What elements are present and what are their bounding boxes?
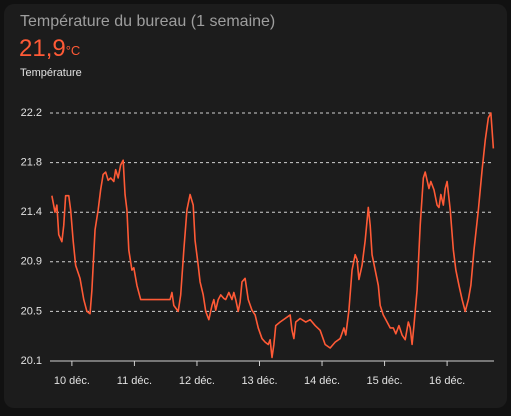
x-tick-label: 16 déc. — [429, 375, 465, 387]
series-line — [51, 112, 495, 359]
x-tick-label: 11 déc. — [117, 375, 152, 387]
y-tick-label: 20.5 — [21, 305, 42, 317]
card-title: Température du bureau (1 semaine) — [20, 13, 275, 30]
y-tick-label: 22.2 — [21, 107, 42, 119]
x-tick-label: 12 déc. — [179, 375, 215, 387]
current-value: 21,9°C — [19, 35, 80, 62]
y-tick-label: 21.8 — [21, 157, 42, 169]
value: 21,9 — [19, 35, 66, 62]
x-tick-label: 15 déc. — [367, 375, 403, 387]
card-background — [4, 4, 507, 408]
y-tick-label: 20.9 — [21, 256, 42, 268]
x-tick-label: 14 déc. — [304, 375, 340, 387]
y-tick-label: 21.4 — [21, 206, 42, 218]
x-tick-label: 10 déc. — [54, 375, 90, 387]
legend-label: Température — [20, 67, 82, 79]
y-tick-label: 20.1 — [21, 355, 42, 367]
unit: °C — [66, 43, 81, 58]
x-tick-label: 13 déc. — [241, 375, 277, 387]
